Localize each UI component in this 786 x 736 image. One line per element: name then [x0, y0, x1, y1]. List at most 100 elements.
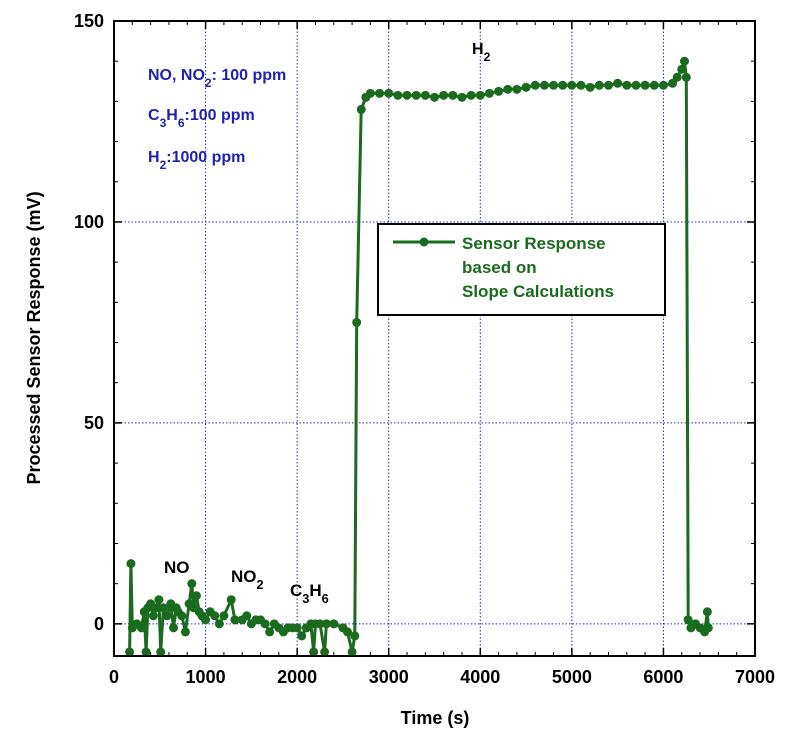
marker — [201, 615, 211, 625]
marker — [158, 603, 168, 613]
annotation: C3H6:100 ppm — [148, 107, 255, 130]
marker — [679, 56, 689, 66]
annotation-subscript: 6 — [322, 591, 329, 606]
marker — [151, 603, 161, 613]
marker — [484, 88, 494, 98]
marker — [512, 84, 522, 94]
legend-label: Sensor Response based on Slope Calculation… — [462, 234, 614, 301]
marker — [384, 88, 394, 98]
marker — [494, 86, 504, 96]
annotation: NO — [164, 558, 190, 577]
y-tick-label: 100 — [74, 212, 104, 232]
marker — [411, 90, 421, 100]
marker — [576, 80, 586, 90]
marker — [672, 72, 682, 82]
x-tick-label: 0 — [109, 667, 119, 687]
annotation-subscript: 3 — [302, 591, 309, 606]
legend-label-line: Sensor Response — [462, 234, 606, 253]
marker — [297, 631, 307, 641]
marker — [260, 619, 270, 629]
marker — [649, 80, 659, 90]
marker — [320, 647, 330, 656]
marker — [703, 623, 713, 633]
annotation-subscript: 2 — [257, 577, 264, 592]
marker — [177, 611, 187, 621]
marker — [292, 623, 302, 633]
marker — [125, 647, 135, 656]
marker — [558, 80, 568, 90]
marker — [613, 78, 623, 88]
marker — [156, 647, 166, 656]
marker — [126, 559, 136, 569]
marker — [503, 84, 513, 94]
y-tick-label: 0 — [94, 614, 104, 634]
annotation: NO2 — [231, 567, 264, 592]
marker — [466, 90, 476, 100]
x-tick-label: 1000 — [186, 667, 226, 687]
marker — [219, 611, 229, 621]
y-tick-label: 50 — [84, 413, 104, 433]
annotation-text: C — [290, 581, 302, 600]
x-tick-label: 6000 — [643, 667, 683, 687]
annotation-subscript: 2 — [205, 76, 212, 90]
marker — [141, 647, 151, 656]
marker — [683, 615, 693, 625]
marker — [594, 80, 604, 90]
marker — [521, 82, 531, 92]
marker — [439, 90, 449, 100]
marker — [352, 317, 362, 327]
annotation-text: NO — [231, 567, 257, 586]
x-tick-label: 7000 — [735, 667, 775, 687]
marker — [430, 92, 439, 102]
marker — [603, 80, 613, 90]
annotation-text: NO, NO — [148, 67, 205, 84]
marker — [210, 611, 220, 621]
x-tick-label: 3000 — [369, 667, 409, 687]
annotation-subscript: 2 — [484, 50, 491, 64]
marker — [162, 611, 172, 621]
x-tick-label: 5000 — [552, 667, 592, 687]
marker — [136, 623, 146, 633]
marker — [329, 619, 339, 629]
marker — [347, 647, 357, 656]
legend-label-line: Slope Calculations — [462, 282, 614, 301]
marker — [530, 80, 540, 90]
marker — [658, 80, 668, 90]
marker — [265, 627, 275, 637]
marker — [585, 82, 595, 92]
marker — [549, 80, 559, 90]
marker — [343, 627, 353, 637]
marker — [393, 90, 403, 100]
y-axis-label: Processed Sensor Response (mV) — [24, 191, 44, 484]
marker — [402, 90, 412, 100]
annotation: H2:1000 ppm — [148, 149, 245, 172]
marker — [640, 80, 650, 90]
legend-marker — [419, 237, 429, 247]
marker — [191, 591, 201, 601]
marker — [375, 88, 385, 98]
marker — [420, 90, 430, 100]
annotation-text: H — [309, 581, 321, 600]
annotation: C3H6 — [290, 581, 329, 606]
marker — [230, 615, 240, 625]
legend-label-line: based on — [462, 258, 537, 277]
marker — [315, 619, 325, 629]
marker — [681, 72, 691, 82]
annotation-text: H — [148, 149, 160, 166]
marker — [226, 595, 236, 605]
marker — [169, 623, 179, 633]
marker — [154, 595, 164, 605]
marker — [309, 647, 319, 656]
x-tick-label: 4000 — [460, 667, 500, 687]
annotation: H2 — [472, 41, 491, 64]
marker — [365, 88, 375, 98]
marker — [180, 627, 190, 637]
annotation: NO, NO2: 100 ppm — [148, 67, 286, 90]
annotation-text: :100 ppm — [185, 107, 255, 124]
marker — [350, 631, 360, 641]
x-tick-label: 2000 — [277, 667, 317, 687]
legend: Sensor Response based on Slope Calculation… — [377, 223, 666, 316]
marker — [148, 611, 158, 621]
marker — [448, 90, 458, 100]
